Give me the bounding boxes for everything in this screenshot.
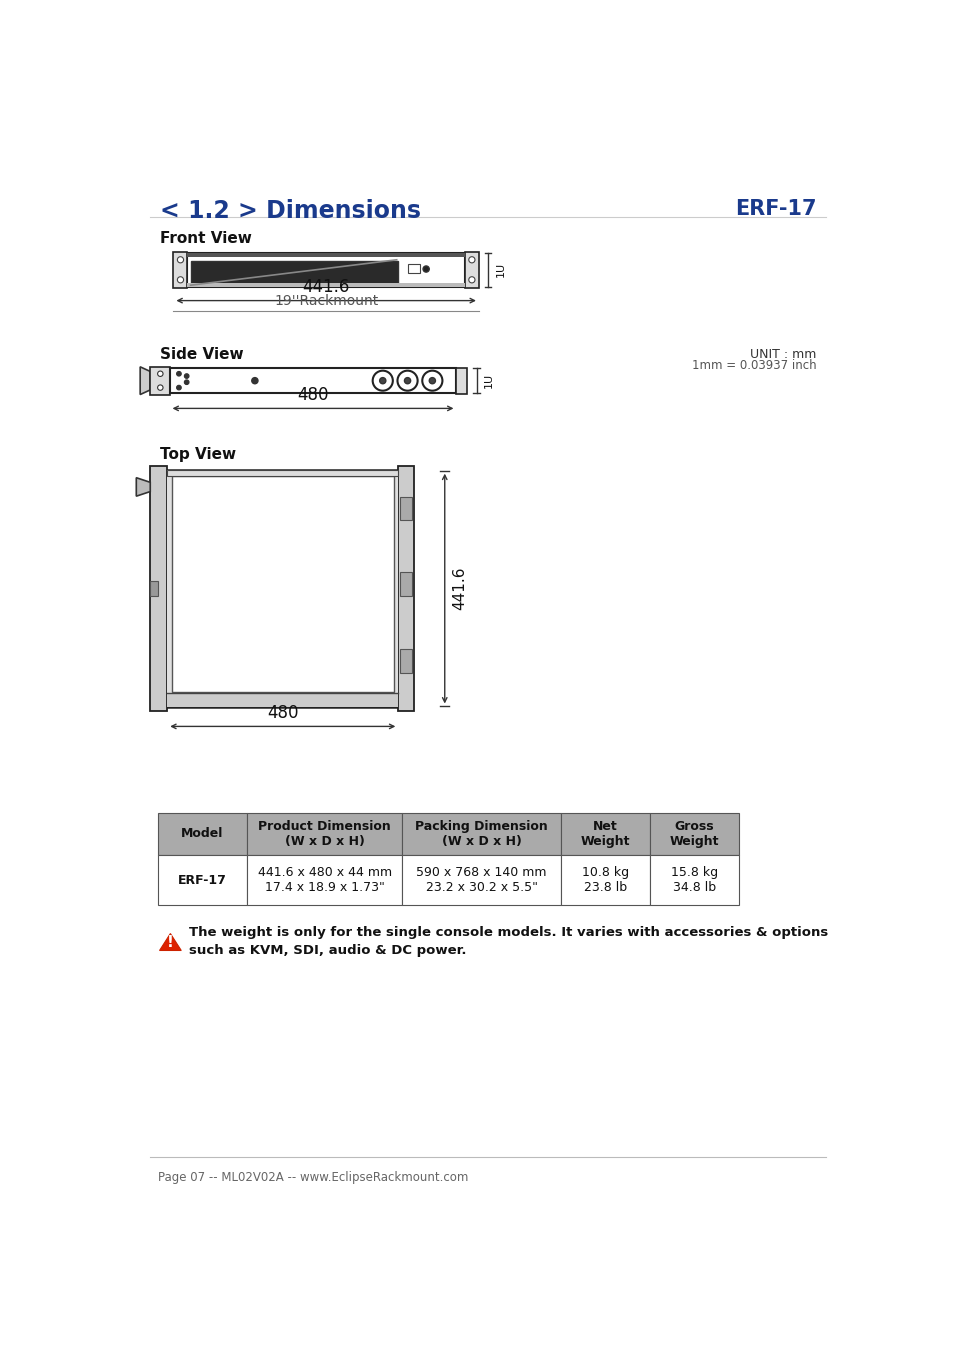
Text: 10.8 kg
23.8 lb: 10.8 kg 23.8 lb bbox=[581, 867, 628, 894]
Text: ERF-17: ERF-17 bbox=[178, 873, 227, 887]
Circle shape bbox=[184, 379, 189, 385]
Bar bbox=[187, 252, 464, 258]
Polygon shape bbox=[136, 478, 150, 497]
Text: Side View: Side View bbox=[159, 347, 243, 362]
Bar bbox=[464, 252, 478, 288]
Circle shape bbox=[404, 378, 410, 383]
Bar bbox=[150, 580, 158, 597]
Bar bbox=[402, 813, 560, 855]
Circle shape bbox=[157, 371, 163, 377]
Circle shape bbox=[429, 378, 435, 383]
Bar bbox=[187, 284, 464, 286]
Circle shape bbox=[252, 378, 257, 383]
Circle shape bbox=[422, 266, 429, 273]
Bar bbox=[247, 813, 402, 855]
Text: 441.6 x 480 x 44 mm
17.4 x 18.9 x 1.73": 441.6 x 480 x 44 mm 17.4 x 18.9 x 1.73" bbox=[257, 867, 392, 894]
Text: !: ! bbox=[167, 936, 173, 950]
Bar bbox=[150, 466, 167, 711]
Text: 19''Rackmount: 19''Rackmount bbox=[274, 294, 378, 308]
Text: 480: 480 bbox=[267, 703, 298, 722]
Bar bbox=[173, 252, 187, 288]
Circle shape bbox=[184, 374, 189, 378]
Circle shape bbox=[468, 277, 475, 284]
Circle shape bbox=[176, 371, 181, 377]
Circle shape bbox=[422, 371, 442, 390]
Bar bbox=[158, 855, 247, 904]
Text: 441.6: 441.6 bbox=[302, 278, 350, 296]
Text: Product Dimension
(W x D x H): Product Dimension (W x D x H) bbox=[258, 819, 391, 848]
Text: Front View: Front View bbox=[159, 231, 252, 246]
Circle shape bbox=[397, 371, 417, 390]
Text: < 1.2 > Dimensions: < 1.2 > Dimensions bbox=[159, 198, 420, 223]
Text: 590 x 768 x 140 mm
23.2 x 30.2 x 5.5": 590 x 768 x 140 mm 23.2 x 30.2 x 5.5" bbox=[416, 867, 546, 894]
Bar bbox=[399, 649, 412, 672]
Bar bbox=[150, 367, 170, 394]
Bar bbox=[560, 813, 649, 855]
Bar bbox=[399, 497, 412, 520]
Bar bbox=[402, 855, 560, 904]
Bar bbox=[560, 855, 649, 904]
Polygon shape bbox=[140, 367, 150, 394]
Bar bbox=[167, 694, 397, 707]
Circle shape bbox=[177, 256, 183, 263]
Bar bbox=[172, 477, 394, 691]
Bar bbox=[649, 813, 739, 855]
Bar bbox=[394, 470, 397, 707]
Circle shape bbox=[373, 371, 393, 390]
Text: Model: Model bbox=[181, 828, 224, 840]
Bar bbox=[170, 369, 456, 393]
Text: UNIT : mm: UNIT : mm bbox=[750, 348, 816, 362]
Bar bbox=[399, 572, 412, 595]
Text: Gross
Weight: Gross Weight bbox=[669, 819, 719, 848]
Text: 441.6: 441.6 bbox=[452, 567, 467, 610]
Text: Net
Weight: Net Weight bbox=[580, 819, 630, 848]
Circle shape bbox=[157, 385, 163, 390]
Circle shape bbox=[379, 378, 385, 383]
Circle shape bbox=[176, 385, 181, 390]
Text: Top View: Top View bbox=[159, 447, 235, 462]
Bar bbox=[407, 263, 419, 273]
Bar bbox=[158, 813, 247, 855]
Bar bbox=[167, 470, 397, 477]
Text: Packing Dimension
(W x D x H): Packing Dimension (W x D x H) bbox=[415, 819, 547, 848]
Text: ERF-17: ERF-17 bbox=[735, 198, 816, 219]
Text: 1U: 1U bbox=[496, 262, 505, 277]
Text: The weight is only for the single console models. It varies with accessories & o: The weight is only for the single consol… bbox=[189, 926, 827, 957]
Bar bbox=[397, 466, 414, 711]
Text: 1U: 1U bbox=[484, 373, 494, 389]
Text: 15.8 kg
34.8 lb: 15.8 kg 34.8 lb bbox=[670, 867, 718, 894]
Text: 480: 480 bbox=[297, 386, 329, 404]
Bar bbox=[456, 367, 467, 394]
Bar bbox=[187, 252, 464, 286]
Bar bbox=[247, 855, 402, 904]
Polygon shape bbox=[159, 934, 181, 950]
Bar bbox=[649, 855, 739, 904]
Bar bbox=[167, 470, 397, 707]
Bar bbox=[191, 261, 397, 285]
Text: Page 07 -- ML02V02A -- www.EclipseRackmount.com: Page 07 -- ML02V02A -- www.EclipseRackmo… bbox=[158, 1170, 468, 1184]
Circle shape bbox=[177, 277, 183, 284]
Circle shape bbox=[468, 256, 475, 263]
Bar bbox=[167, 470, 172, 707]
Text: 1mm = 0.03937 inch: 1mm = 0.03937 inch bbox=[691, 359, 816, 373]
